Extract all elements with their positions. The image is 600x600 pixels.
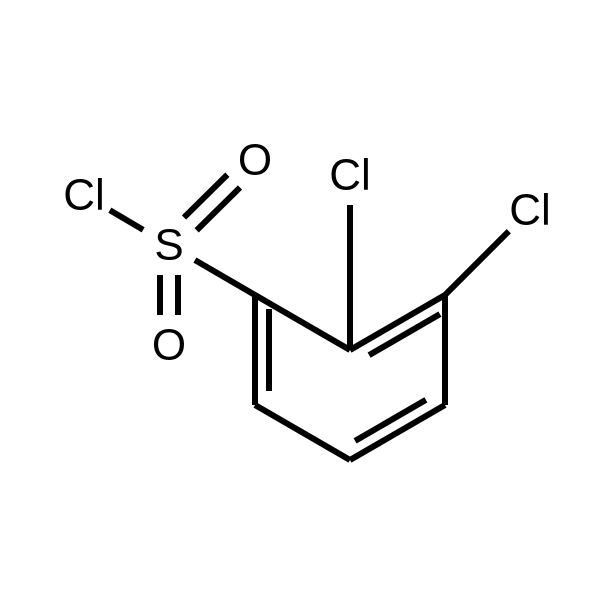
atom-label-S: S bbox=[154, 221, 183, 270]
atom-label-CL2: Cl bbox=[329, 151, 371, 200]
chemical-structure: Cl Cl S O O Cl bbox=[0, 0, 600, 600]
bond-S-CL1 bbox=[110, 210, 143, 230]
atom-label-CL1: Cl bbox=[63, 171, 105, 220]
bond-S-O1-a bbox=[197, 187, 240, 230]
atom-label-O2: O bbox=[152, 321, 186, 370]
bond-C5-C6 bbox=[255, 405, 350, 460]
bond-C1-S bbox=[195, 260, 255, 295]
bonds-group bbox=[110, 175, 509, 460]
labels-group: Cl Cl S O O Cl bbox=[63, 136, 551, 370]
atom-label-CL3: Cl bbox=[509, 186, 551, 235]
bond-C3-CL3 bbox=[445, 231, 509, 295]
bond-S-O1-b bbox=[184, 175, 227, 218]
atom-label-O1: O bbox=[238, 136, 272, 185]
